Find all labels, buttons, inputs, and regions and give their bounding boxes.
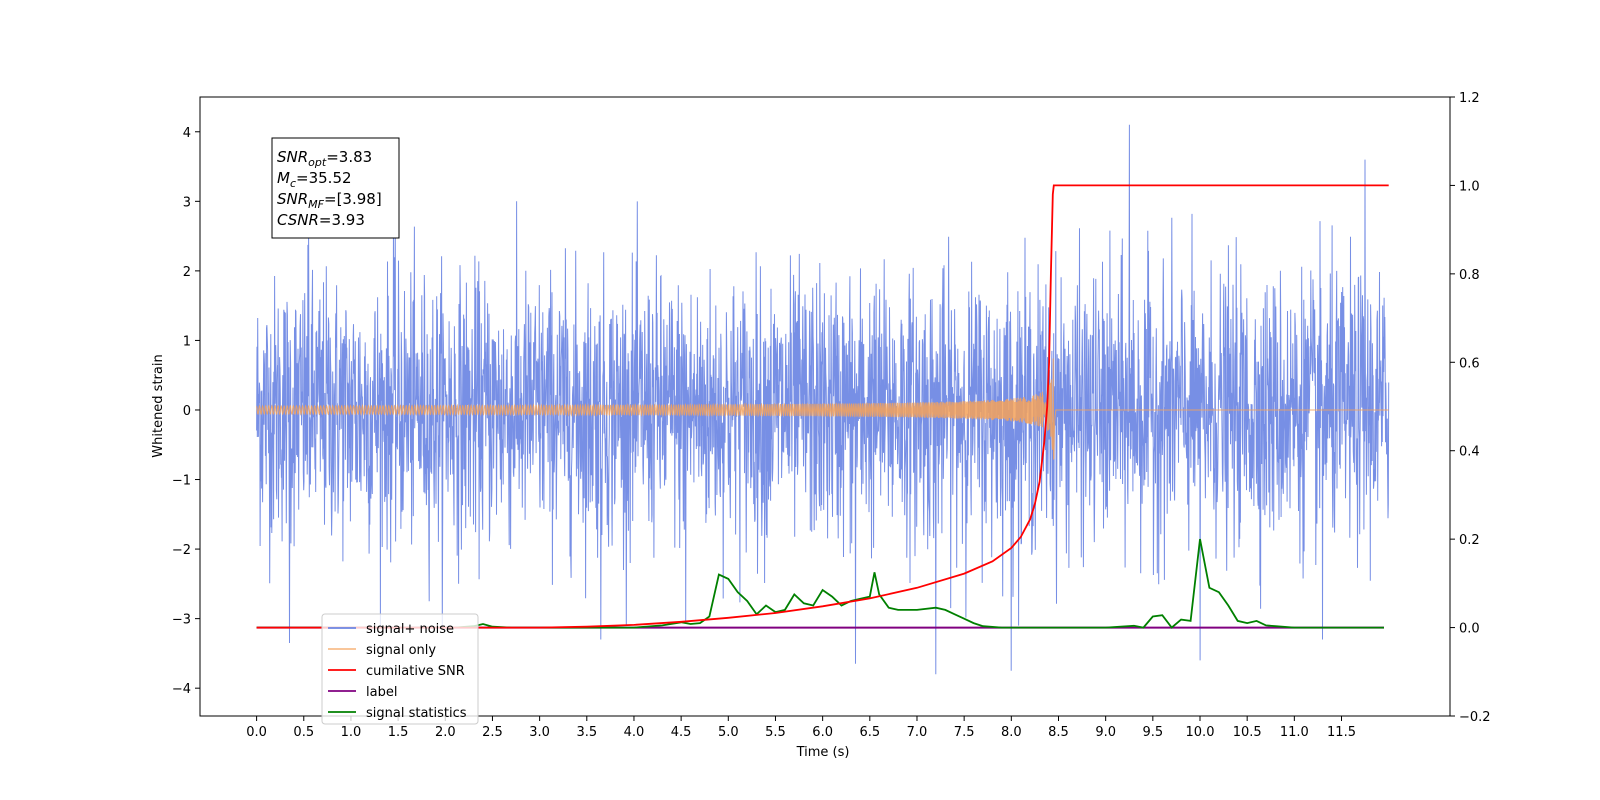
info-box-line: SNRopt=3.83 — [277, 148, 372, 169]
y2-axis-ticks: 1.2 1.0 0.8 0.6 0.4 0.2 0.0 −0.2 — [1450, 91, 1491, 725]
y-tick-label: 4 — [183, 126, 191, 141]
x-tick-label: 3.5 — [576, 725, 597, 740]
info-box-line: SNRMF=[3.98] — [277, 190, 382, 211]
x-tick-label: 8.5 — [1048, 725, 1069, 740]
legend-frame — [321, 613, 479, 725]
y2-tick-label: 0.8 — [1459, 268, 1480, 283]
x-tick-label: 8.0 — [1001, 725, 1022, 740]
x-tick-label: 2.5 — [482, 725, 503, 740]
axes-frame — [199, 96, 1451, 717]
x-tick-label: 11.0 — [1280, 725, 1309, 740]
x-tick-label: 4.0 — [624, 725, 645, 740]
y-tick-label: −2 — [172, 543, 191, 558]
x-tick-label: 9.0 — [1095, 725, 1116, 740]
x-tick-label: 3.0 — [529, 725, 550, 740]
x-tick-label: 6.0 — [812, 725, 833, 740]
x-tick-label: 0.5 — [293, 725, 314, 740]
y-tick-label: 3 — [183, 195, 191, 210]
y2-tick-label: 0.6 — [1459, 356, 1480, 371]
x-tick-label: 7.0 — [907, 725, 928, 740]
x-tick-label: 2.0 — [435, 725, 456, 740]
x-tick-label: 1.5 — [388, 725, 409, 740]
cumulative-snr-line — [256, 184, 1389, 629]
x-tick-label: 7.5 — [954, 725, 975, 740]
info-box-line: Mc=35.52 — [277, 169, 352, 190]
legend-entry-label: label — [366, 685, 397, 700]
legend-entry-label: cumilative SNR — [366, 664, 465, 679]
x-tick-label: 4.5 — [671, 725, 692, 740]
legend-entry-label: signal+ noise — [366, 622, 454, 637]
x-tick-label: 10.5 — [1233, 725, 1262, 740]
legend: signal+ noise signal only cumilative SNR la… — [321, 613, 479, 725]
x-tick-label: 11.5 — [1327, 725, 1356, 740]
x-axis-ticks: 0.0 0.5 1.0 1.5 2.0 2.5 3.0 3.5 4.0 4.5 5.0 5.5 6.0 6… — [246, 716, 1356, 740]
info-box-line: CSNR=3.93 — [277, 211, 365, 229]
y-tick-label: 0 — [183, 404, 191, 419]
legend-entry-label: signal only — [366, 643, 436, 658]
y2-tick-label: 1.0 — [1459, 179, 1480, 194]
x-tick-label: 5.0 — [718, 725, 739, 740]
x-tick-label: 10.0 — [1186, 725, 1215, 740]
x-tick-label: 0.0 — [246, 725, 267, 740]
y2-tick-label: 0.0 — [1459, 622, 1480, 637]
y-tick-label: 1 — [183, 334, 191, 349]
info-box-frame — [271, 137, 400, 239]
y-axis-ticks: 4 3 2 1 0 −1 −2 −3 −4 — [172, 126, 200, 697]
x-tick-label: 5.5 — [765, 725, 786, 740]
y-tick-label: −3 — [172, 613, 191, 628]
y2-tick-label: 1.2 — [1459, 91, 1480, 106]
y2-tick-label: 0.4 — [1459, 445, 1480, 460]
y-tick-label: −1 — [172, 474, 191, 489]
y-axis-label: Whitened strain — [151, 354, 166, 457]
y-tick-label: 2 — [183, 265, 191, 280]
y-tick-label: −4 — [172, 682, 191, 697]
legend-entry-label: signal statistics — [366, 706, 467, 721]
x-axis-label: Time (s) — [796, 745, 850, 760]
y2-tick-label: 0.2 — [1459, 533, 1480, 548]
x-tick-label: 1.0 — [341, 725, 362, 740]
x-tick-label: 6.5 — [859, 725, 880, 740]
signal-noise-line — [256, 124, 1390, 675]
signal-only-line — [256, 358, 1389, 460]
x-tick-label: 9.5 — [1142, 725, 1163, 740]
signal-statistics-line — [256, 538, 1384, 629]
y2-tick-label: −0.2 — [1459, 710, 1491, 725]
